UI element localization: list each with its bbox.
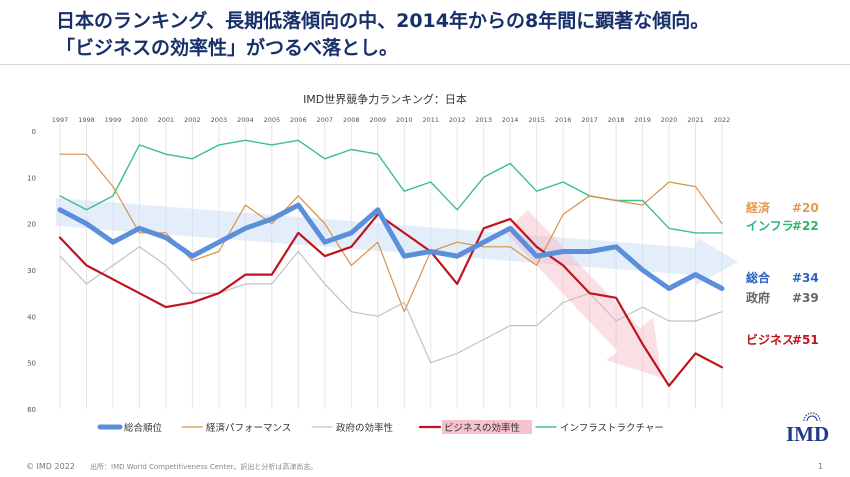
- end-label-category: 経済: [746, 200, 771, 215]
- series-line: [58, 213, 724, 387]
- x-tick-label: 1999: [105, 116, 122, 124]
- x-tick-label: 1997: [52, 116, 69, 124]
- headline-line-1: 日本のランキング、長期低落傾向の中、2014年からの8年間に顕著な傾向。: [56, 10, 710, 32]
- x-tick-label: 2000: [131, 116, 148, 124]
- imd-logo: IMD: [786, 408, 840, 448]
- y-tick-label: 50: [27, 360, 36, 368]
- headline: 日本のランキング、長期低落傾向の中、2014年からの8年間に顕著な傾向。 「ビジ…: [56, 8, 836, 62]
- x-tick-label: 2007: [317, 116, 334, 124]
- x-tick-label: 2004: [237, 116, 254, 124]
- x-tick-label: 2016: [555, 116, 572, 124]
- headline-line-2: 「ビジネスの効率性」がつるべ落とし。: [56, 37, 399, 59]
- x-tick-label: 2017: [581, 116, 598, 124]
- copyright: © IMD 2022: [26, 462, 75, 471]
- x-tick-label: 2005: [264, 116, 281, 124]
- x-tick-label: 2015: [528, 116, 545, 124]
- legend-label: 総合順位: [124, 422, 163, 434]
- page-number: 1: [818, 462, 824, 471]
- source-note: 出所：IMD World Competitiveness Center。訳出と分…: [90, 463, 318, 471]
- x-tick-label: 2014: [502, 116, 519, 124]
- x-tick-label: 2019: [634, 116, 651, 124]
- legend-label: ビジネスの効率性: [444, 422, 521, 434]
- series-line: [57, 202, 725, 291]
- end-label-category: 政府: [746, 290, 770, 305]
- series-line: [59, 246, 723, 364]
- end-label-rank: #39: [792, 291, 819, 305]
- logo-text: IMD: [786, 422, 830, 446]
- y-tick-label: 0: [32, 128, 36, 136]
- header-divider: [0, 64, 850, 65]
- end-label-rank: #34: [792, 271, 819, 285]
- series-line: [59, 153, 723, 313]
- x-tick-label: 2009: [369, 116, 386, 124]
- legend-highlight: [442, 420, 532, 434]
- x-tick-label: 2018: [608, 116, 625, 124]
- end-label-rank: #51: [792, 333, 819, 347]
- x-tick-label: 2008: [343, 116, 360, 124]
- x-tick-label: 2002: [184, 116, 201, 124]
- x-tick-label: 2001: [158, 116, 175, 124]
- legend-label: 経済パフォーマンス: [206, 422, 291, 434]
- x-tick-label: 2010: [396, 116, 413, 124]
- x-tick-label: 1998: [78, 116, 95, 124]
- end-label-rank: #22: [792, 219, 819, 233]
- x-tick-label: 2022: [714, 116, 731, 124]
- logo-arc-icon: [803, 412, 821, 422]
- y-tick-label: 30: [27, 267, 36, 275]
- x-tick-label: 2020: [661, 116, 678, 124]
- x-tick-label: 2003: [211, 116, 228, 124]
- end-label-rank: #20: [792, 201, 819, 215]
- x-tick-label: 2012: [449, 116, 466, 124]
- y-tick-label: 10: [27, 174, 36, 182]
- legend-label: 政府の効率性: [336, 422, 394, 434]
- end-label-category: 総合: [746, 270, 771, 285]
- x-tick-label: 2013: [475, 116, 492, 124]
- end-label-category: インフラ: [746, 219, 794, 233]
- legend-label: インフラストラクチャー: [560, 423, 664, 434]
- end-label-category: ビジネス: [746, 332, 794, 347]
- x-tick-label: 2011: [422, 116, 439, 124]
- y-tick-label: 40: [27, 313, 36, 321]
- y-tick-label: 20: [27, 221, 36, 229]
- chart-title: IMD世界競争力ランキング：日本: [303, 92, 467, 106]
- trend-arrow-business: [505, 210, 662, 378]
- y-tick-label: 60: [27, 406, 36, 414]
- x-tick-label: 2006: [290, 116, 307, 124]
- x-tick-label: 2021: [687, 116, 704, 124]
